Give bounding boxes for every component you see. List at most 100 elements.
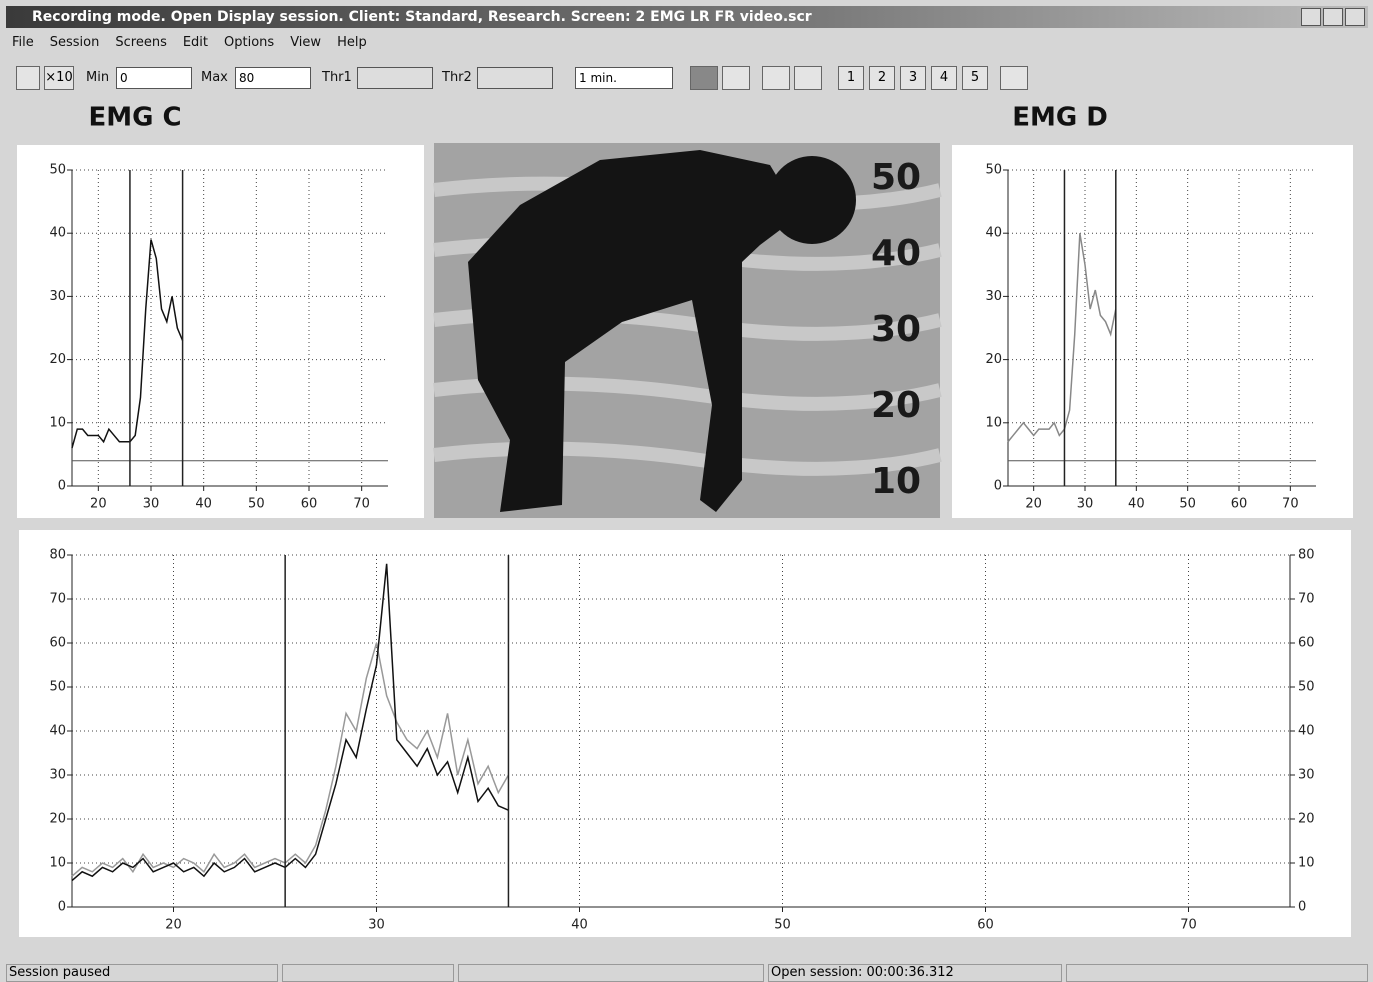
scale-button[interactable] (16, 66, 40, 90)
menu-item[interactable]: Help (337, 32, 367, 54)
max-input[interactable]: 80 (235, 67, 311, 89)
y-tick-label: 50 (49, 680, 66, 695)
video-scale-label: 40 (871, 233, 921, 274)
x-tick-label: 70 (353, 497, 370, 512)
page-button[interactable]: 5 (962, 66, 988, 90)
maximize-button[interactable] (1323, 8, 1343, 26)
x-tick-label: 60 (977, 918, 994, 933)
y-tick-label: 50 (985, 163, 1002, 178)
y-tick-label: 10 (49, 415, 66, 430)
y2-tick-label: 30 (1298, 768, 1315, 783)
settings-button[interactable] (794, 66, 822, 90)
x-tick-label: 40 (1128, 497, 1145, 512)
y-tick-label: 0 (58, 900, 66, 915)
x-tick-label: 20 (165, 918, 182, 933)
video-scale-label: 10 (871, 461, 921, 502)
x-tick-label: 40 (571, 918, 588, 933)
min-input[interactable]: 0 (116, 67, 192, 89)
y-tick-label: 70 (49, 592, 66, 607)
minimize-button[interactable] (1301, 8, 1321, 26)
y-tick-label: 10 (49, 856, 66, 871)
y-tick-label: 50 (49, 163, 66, 178)
panel (952, 145, 1353, 518)
color-button[interactable] (690, 66, 718, 90)
x-tick-label: 40 (195, 497, 212, 512)
menu-item[interactable]: Session (50, 32, 100, 54)
window-controls (1301, 8, 1365, 26)
status-text: Session paused (6, 964, 278, 982)
x-tick-label: 50 (1179, 497, 1196, 512)
y2-tick-label: 80 (1298, 548, 1315, 563)
y2-tick-label: 70 (1298, 592, 1315, 607)
app-window: 5040302010EMG C20304050607001020304050EM… (0, 0, 1373, 982)
page-button[interactable]: 4 (931, 66, 957, 90)
y-tick-label: 30 (49, 289, 66, 304)
layout-button[interactable] (1000, 66, 1028, 90)
video-scale-label: 50 (871, 157, 921, 198)
x-tick-label: 30 (368, 918, 385, 933)
y-tick-label: 40 (49, 724, 66, 739)
video-scale-label: 30 (871, 309, 921, 350)
y-tick-label: 30 (985, 289, 1002, 304)
y2-tick-label: 40 (1298, 724, 1315, 739)
y-tick-label: 20 (985, 352, 1002, 367)
session-time: Open session: 00:00:36.312 (768, 964, 1062, 982)
panel (17, 145, 424, 518)
menu-item[interactable]: Options (224, 32, 274, 54)
thr1-label: Thr1 (322, 70, 352, 85)
thr2-label: Thr2 (442, 70, 472, 85)
split-button[interactable] (762, 66, 790, 90)
panel (19, 530, 1351, 937)
y2-tick-label: 10 (1298, 856, 1315, 871)
x-tick-label: 50 (248, 497, 265, 512)
y-tick-label: 60 (49, 636, 66, 651)
chart-title: EMG C (88, 103, 181, 133)
page-button[interactable]: 3 (900, 66, 926, 90)
y-tick-label: 80 (49, 548, 66, 563)
title-bar: Recording mode. Open Display session. Cl… (6, 6, 1368, 28)
x-tick-label: 60 (1231, 497, 1248, 512)
x-tick-label: 70 (1282, 497, 1299, 512)
menu-item[interactable]: View (290, 32, 321, 54)
y-tick-label: 20 (49, 352, 66, 367)
menu-item[interactable]: File (12, 32, 34, 54)
y-tick-label: 40 (49, 226, 66, 241)
page-button[interactable]: 2 (869, 66, 895, 90)
x-tick-label: 30 (143, 497, 160, 512)
y2-tick-label: 60 (1298, 636, 1315, 651)
y2-tick-label: 20 (1298, 812, 1315, 827)
period-dropdown[interactable]: 1 min. (575, 67, 673, 89)
x-tick-label: 70 (1180, 918, 1197, 933)
chart-area: 5040302010EMG C20304050607001020304050EM… (0, 0, 1373, 982)
thr2-input[interactable] (477, 67, 553, 89)
max-label: Max (201, 70, 228, 85)
video-frame (434, 143, 940, 518)
x10-button[interactable]: ×10 (44, 66, 74, 90)
x-tick-label: 20 (1025, 497, 1042, 512)
x-tick-label: 60 (301, 497, 318, 512)
silhouette-head (768, 156, 856, 244)
video-scale-label: 20 (871, 385, 921, 426)
status-cell (1066, 964, 1368, 982)
menu-bar: File Session Screens Edit Options View Help (6, 32, 367, 54)
x-tick-label: 20 (90, 497, 107, 512)
status-cell (282, 964, 454, 982)
menu-item[interactable]: Screens (115, 32, 166, 54)
frame-button[interactable] (722, 66, 750, 90)
y-tick-label: 10 (985, 415, 1002, 430)
y-tick-label: 30 (49, 768, 66, 783)
thr1-input[interactable] (357, 67, 433, 89)
x-tick-label: 30 (1077, 497, 1094, 512)
status-cell (458, 964, 764, 982)
y-tick-label: 20 (49, 812, 66, 827)
close-button[interactable] (1345, 8, 1365, 26)
y2-tick-label: 50 (1298, 680, 1315, 695)
page-button[interactable]: 1 (838, 66, 864, 90)
menu-item[interactable]: Edit (183, 32, 208, 54)
y-tick-label: 0 (58, 479, 66, 494)
x-tick-label: 50 (774, 918, 791, 933)
y-tick-label: 40 (985, 226, 1002, 241)
y2-tick-label: 0 (1298, 900, 1306, 915)
min-label: Min (86, 70, 109, 85)
chart-title: EMG D (1012, 103, 1108, 133)
